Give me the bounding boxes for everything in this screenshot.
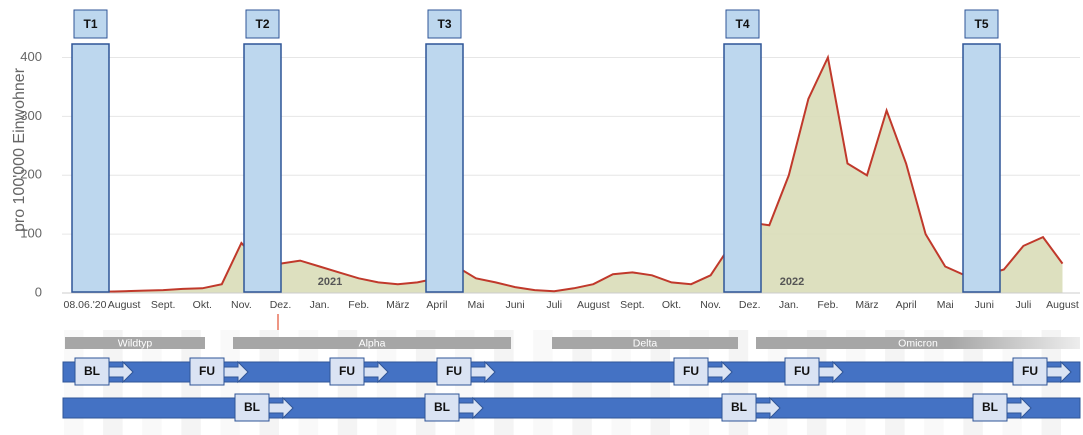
cohort-box — [189, 357, 225, 386]
x-tick-label: Sept. — [151, 299, 176, 311]
cohort-box — [436, 357, 472, 386]
cohort-box — [721, 393, 757, 422]
x-tick-label: Juli — [546, 299, 562, 311]
variant-bar — [552, 337, 738, 349]
timepoint-label: T4 — [735, 17, 749, 31]
y-tick-label: 200 — [20, 167, 42, 182]
cohort-label: FU — [1022, 364, 1038, 378]
cohort-box — [673, 357, 709, 386]
x-tick-label: März — [386, 299, 409, 311]
x-tick-label: Dez. — [270, 299, 292, 311]
x-tick-label: Sept. — [620, 299, 645, 311]
cohort-arrow — [468, 360, 496, 384]
cohort-label: FU — [199, 364, 215, 378]
x-tick-label: August — [1046, 299, 1079, 311]
x-tick-label: Okt. — [193, 299, 212, 311]
y-tick-label: 300 — [20, 108, 42, 123]
y-tick-label: 100 — [20, 226, 42, 241]
timepoint-window — [723, 43, 762, 293]
cohort-label: FU — [446, 364, 462, 378]
cohort-label: FU — [339, 364, 355, 378]
cohort-arrow — [1004, 396, 1032, 420]
timepoint-label: T1 — [83, 17, 97, 31]
cohort-label: BL — [434, 400, 450, 414]
variant-label: Alpha — [359, 337, 386, 349]
y-axis-label: pro 100'000 Einwohner — [11, 67, 28, 232]
x-tick-label: Juli — [1016, 299, 1032, 311]
area — [85, 57, 1063, 293]
x-tick-label: April — [896, 299, 917, 311]
variant-label: Omicron — [898, 337, 938, 349]
timepoint-window — [425, 43, 464, 293]
cohort-bar — [62, 397, 1081, 419]
cohort-box — [234, 393, 270, 422]
x-tick-label: Feb. — [348, 299, 369, 311]
timepoint-label: T2 — [255, 17, 269, 31]
x-tick-label: Jan. — [779, 299, 799, 311]
timepoint-window — [71, 43, 110, 293]
timepoint-window — [962, 43, 1001, 293]
cohort-arrow — [705, 360, 733, 384]
cohort-arrow — [221, 360, 249, 384]
cohort-box — [972, 393, 1008, 422]
y-tick-label: 400 — [20, 49, 42, 64]
timepoint-label: T5 — [974, 17, 988, 31]
x-tick-label: März — [855, 299, 878, 311]
x-tick-label: Jan. — [310, 299, 330, 311]
variant-label: Wildtyp — [118, 337, 153, 349]
cohort-arrow — [753, 396, 781, 420]
cohort-box — [74, 357, 110, 386]
timepoint-window — [243, 43, 282, 293]
cohort-box — [329, 357, 365, 386]
timepoint-label-box — [427, 9, 462, 39]
year-label: 2021 — [318, 276, 342, 288]
cohort-box — [1012, 357, 1048, 386]
cohort-arrow — [1044, 360, 1072, 384]
x-tick-label: Juni — [975, 299, 994, 311]
cohort-label: FU — [794, 364, 810, 378]
cohort-label: BL — [84, 364, 100, 378]
x-tick-label: Feb. — [817, 299, 838, 311]
cohort-label: FU — [683, 364, 699, 378]
cohort-arrow — [816, 360, 844, 384]
x-tick-label: Nov. — [231, 299, 252, 311]
x-tick-label: April — [426, 299, 447, 311]
x-tick-label: Nov. — [700, 299, 721, 311]
timepoint-label-box — [725, 9, 760, 39]
year-label: 2022 — [780, 276, 804, 288]
x-tick-label: August — [108, 299, 141, 311]
x-tick-label: 08.06.'20 — [64, 299, 107, 311]
x-tick-label: Mai — [468, 299, 485, 311]
x-tick-label: Juni — [505, 299, 524, 311]
cohort-box — [784, 357, 820, 386]
timepoint-label-box — [245, 9, 280, 39]
timepoint-label-box — [964, 9, 999, 39]
x-tick-label: August — [577, 299, 610, 311]
cohort-arrow — [106, 360, 134, 384]
y-tick-label: 0 — [35, 284, 42, 299]
cohort-arrow — [361, 360, 389, 384]
variant-label: Delta — [633, 337, 658, 349]
cohort-label: BL — [982, 400, 998, 414]
variant-bar — [756, 337, 1080, 349]
x-tick-label: Dez. — [739, 299, 761, 311]
x-tick-label: Okt. — [662, 299, 681, 311]
timepoint-label: T3 — [437, 17, 451, 31]
variant-bar — [65, 337, 205, 349]
cohort-arrow — [266, 396, 294, 420]
cohort-label: BL — [731, 400, 747, 414]
timepoint-label-box — [73, 9, 108, 39]
variant-bar — [233, 337, 511, 349]
x-tick-label: Mai — [937, 299, 954, 311]
cohort-arrow — [456, 396, 484, 420]
cohort-label: BL — [244, 400, 260, 414]
cohort-box — [424, 393, 460, 422]
